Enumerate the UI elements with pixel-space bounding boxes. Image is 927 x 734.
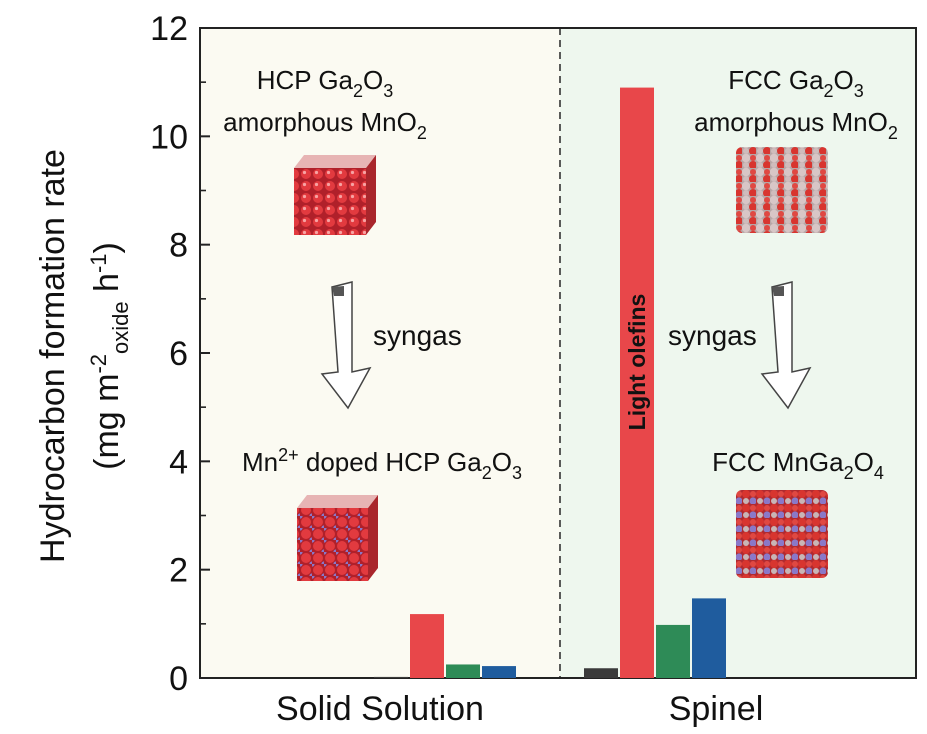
mn-doped-hcp-crystal-image (297, 495, 378, 581)
fcc-ga2o3-crystal-image (736, 147, 828, 233)
solid-solution-region (200, 28, 560, 678)
right-syngas-arrow-icon (760, 281, 812, 410)
left-syngas-label: syngas (373, 320, 462, 351)
right-syngas-label: syngas (668, 320, 757, 351)
y-tick-label: 0 (169, 660, 188, 698)
y-axis-ticks (200, 27, 210, 679)
y-tick-label: 4 (169, 443, 188, 481)
left-top-phase-label: HCP Ga2O3 (257, 65, 394, 101)
bar (410, 614, 444, 678)
fcc-mnga2o4-crystal-image (736, 490, 828, 578)
bar (692, 598, 726, 678)
bar (482, 666, 516, 678)
left-syngas-arrow-icon (320, 281, 372, 410)
hcp-ga2o3-crystal-image (294, 155, 376, 235)
y-tick-label: 6 (169, 335, 188, 373)
left-top-oxide-label: amorphous MnO2 (223, 107, 427, 143)
y-axis-title-line1: Hydrocarbon formation rate (34, 149, 72, 563)
y-tick-label: 2 (169, 552, 188, 590)
y-axis-tick-labels: 0 2 4 6 8 10 12 (150, 10, 188, 698)
right-top-oxide-label: amorphous MnO2 (694, 107, 898, 143)
x-category-label: Solid Solution (276, 690, 484, 728)
right-top-phase-label: FCC Ga2O3 (728, 65, 864, 101)
left-bottom-phase-label: Mn2+ doped HCP Ga2O3 (242, 445, 522, 483)
bar-group (374, 87, 726, 679)
bar (620, 87, 654, 679)
y-axis-title-line2: (mg m-2oxide h-1) (86, 242, 133, 470)
y-tick-label: 12 (150, 10, 188, 48)
right-bottom-phase-label: FCC MnGa2O4 (712, 447, 884, 483)
x-axis-category-labels: Solid Solution Spinel (276, 690, 763, 728)
x-category-label: Spinel (669, 690, 764, 728)
bar (374, 676, 408, 678)
bar (446, 664, 480, 678)
y-tick-label: 10 (150, 118, 188, 156)
bar (656, 624, 690, 678)
y-tick-label: 8 (169, 227, 188, 265)
light-olefins-annotation: Light olefins (624, 294, 650, 431)
bar (584, 668, 618, 678)
